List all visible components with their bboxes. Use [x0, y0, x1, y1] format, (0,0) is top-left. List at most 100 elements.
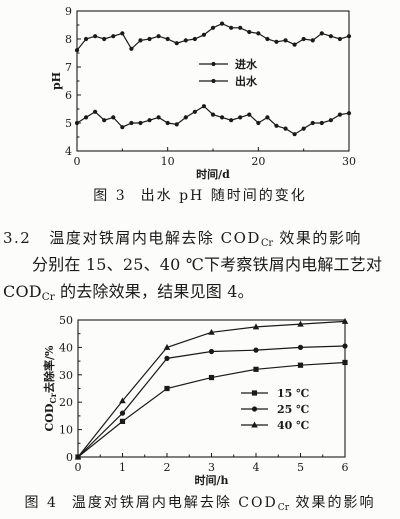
legend-marker — [251, 390, 258, 396]
data-point — [210, 112, 216, 117]
figure-3-caption: 图 3 出水 pH 随时间的变化 — [0, 188, 400, 204]
legend-marker — [211, 78, 216, 84]
data-point — [129, 46, 134, 51]
data-point — [138, 38, 143, 43]
y-tick-label: 20 — [59, 396, 73, 409]
data-point — [201, 104, 207, 109]
x-tick-label: 30 — [342, 155, 356, 168]
x-tick-label: 0 — [75, 461, 82, 474]
data-point — [219, 115, 225, 120]
data-point — [192, 109, 197, 114]
x-axis-label: 时间/h — [194, 473, 228, 487]
legend-marker — [251, 421, 258, 428]
figure-4-caption-suffix: 效果的影响 — [289, 495, 376, 511]
x-tick-label: 3 — [208, 461, 215, 474]
x-tick-label: 6 — [342, 461, 349, 474]
y-axis-label-main: pH — [50, 72, 63, 90]
y-axis-label: CODCr去除率/% — [42, 345, 58, 432]
data-point — [265, 36, 270, 42]
data-point — [210, 25, 216, 30]
data-point — [283, 126, 288, 131]
data-point — [102, 36, 107, 42]
data-point — [253, 347, 259, 353]
data-point — [229, 25, 234, 30]
y-tick-label: 30 — [59, 369, 73, 382]
data-point — [342, 343, 348, 349]
paragraph-line-1: 分别在 15、25、40 ℃下考察铁屑内电解工艺对 — [32, 256, 382, 274]
data-point — [310, 120, 315, 126]
data-point — [229, 118, 234, 123]
data-point — [111, 34, 116, 39]
data-point — [341, 317, 349, 324]
section-title-suffix: 效果的影响 — [273, 229, 362, 247]
legend-label: 出水 — [235, 74, 258, 88]
data-point — [156, 34, 161, 39]
data-point — [129, 120, 134, 126]
data-point — [93, 34, 98, 39]
data-point — [192, 36, 197, 42]
y-axis-label: pH — [50, 72, 63, 90]
data-point — [310, 38, 315, 43]
data-point — [165, 120, 170, 126]
y-tick-label: 40 — [59, 341, 73, 354]
paragraph-cod: COD — [3, 282, 42, 301]
x-tick-label: 1 — [119, 461, 126, 474]
paragraph-text: 分别在 15、25、40 ℃下考察铁屑内电解工艺对 — [32, 255, 383, 274]
data-point — [297, 320, 304, 327]
x-tick-label: 10 — [161, 155, 175, 168]
data-point — [183, 38, 188, 43]
data-point — [183, 115, 188, 120]
x-tick-label: 0 — [74, 155, 81, 168]
legend-label: 40 ℃ — [277, 419, 309, 432]
y-tick-label: 50 — [59, 314, 73, 327]
paragraph-text-end: 的去除效果，结果见图 4。 — [54, 282, 254, 301]
y-axis-label-suffix: 去除率/% — [42, 345, 56, 393]
data-point — [119, 397, 126, 404]
data-point — [252, 323, 260, 330]
data-point — [346, 111, 352, 116]
y-tick-label: 7 — [65, 61, 72, 74]
data-point — [274, 123, 279, 128]
figure-4-number: 图 4 — [24, 495, 58, 511]
data-point — [319, 31, 324, 36]
data-point — [83, 36, 89, 42]
data-point — [174, 122, 179, 127]
data-point — [156, 115, 161, 120]
legend-marker — [251, 406, 258, 412]
section-title-subscript: Cr — [260, 237, 274, 249]
x-tick-label: 20 — [251, 155, 265, 168]
paragraph-cod-subscript: Cr — [41, 291, 55, 304]
data-point — [83, 115, 89, 120]
data-point — [111, 115, 116, 120]
figure-4-caption: 图 4 温度对铁屑内电解去除 CODCr 效果的影响 — [0, 495, 400, 513]
legend-label: 25 ℃ — [277, 403, 309, 416]
series-line — [77, 345, 346, 458]
y-tick-label: 6 — [65, 89, 72, 102]
series-line — [76, 105, 350, 135]
data-point — [119, 410, 126, 416]
y-axis-label-main: COD — [43, 403, 56, 431]
y-tick-label: 0 — [66, 451, 73, 464]
data-point — [238, 115, 243, 120]
data-point — [74, 453, 82, 460]
section-title: 温度对铁屑内电解去除 COD — [49, 229, 261, 247]
data-point — [147, 36, 152, 42]
y-axis-label-subscript: Cr — [48, 392, 58, 403]
paragraph-line-2: CODCr 的去除效果，结果见图 4。 — [3, 282, 254, 304]
data-point — [120, 125, 125, 130]
data-point — [238, 25, 243, 30]
data-point — [164, 385, 170, 392]
data-point — [256, 31, 261, 36]
legend-label: 15 ℃ — [277, 387, 309, 400]
chart-2: 0 1 2 3 4 5 6 0 10 20 30 40 50 时间/h CODCr去除率/% 15 ℃ 25 ℃… — [42, 314, 349, 487]
data-point — [292, 42, 297, 47]
data-point — [247, 29, 252, 35]
data-point — [208, 328, 215, 335]
y-tick-label: 5 — [65, 117, 72, 130]
data-point — [201, 32, 207, 37]
figure-4-caption-text: 温度对铁屑内电解去除 COD — [71, 495, 278, 511]
data-point — [120, 31, 125, 36]
data-point — [342, 359, 348, 366]
